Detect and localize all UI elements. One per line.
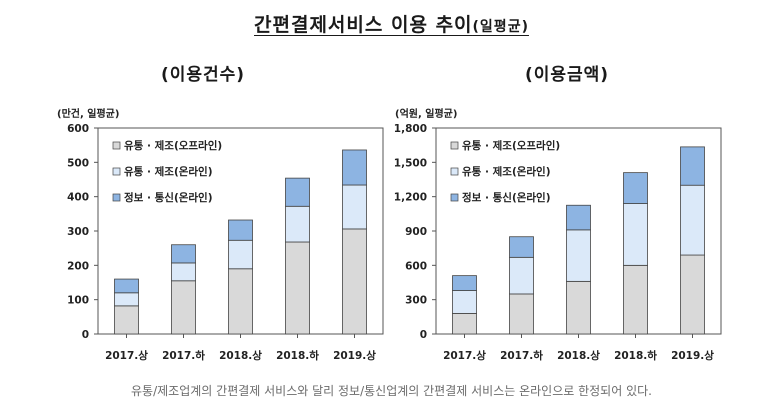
bar-segment (623, 172, 648, 204)
bar-segment (509, 293, 534, 335)
title-main: 간편결제서비스 이용 추이 (254, 14, 473, 36)
bar-segment (342, 184, 367, 230)
bar-segment (171, 244, 196, 264)
y-tick-label: 300 (67, 226, 89, 238)
legend-swatch (112, 141, 121, 150)
bar-segment (114, 305, 139, 335)
x-tick-label: 2018.상 (557, 349, 600, 362)
x-tick-label: 2017.상 (105, 349, 148, 362)
y-unit-label: (만건, 일평균) (57, 107, 119, 120)
y-tick-label: 600 (405, 260, 427, 272)
y-tick-label: 200 (67, 260, 89, 272)
y-tick-label: 900 (405, 226, 427, 238)
y-tick-label: 1,200 (394, 192, 427, 204)
bar-segment (114, 292, 139, 307)
y-tick-label: 1,800 (394, 123, 427, 135)
x-tick-label: 2019.상 (671, 349, 714, 362)
bar-segment (228, 268, 253, 335)
bar-segment (171, 280, 196, 335)
legend: 유통 · 제조(오프라인) 유통 · 제조(온라인) 정보 · 통신(온라인) (112, 139, 222, 204)
y-tick-label: 400 (67, 192, 89, 204)
x-tick-label: 2017.하 (162, 349, 205, 362)
chart-1-title: (이용건수) (160, 65, 246, 85)
bar-segment (285, 177, 310, 207)
legend: 유통 · 제조(오프라인) 유통 · 제조(온라인) 정보 · 통신(온라인) (450, 139, 560, 204)
bar-segment (452, 275, 477, 291)
bar-segment (114, 278, 139, 294)
bar-segment (342, 228, 367, 335)
legend-label: 유통 · 제조(온라인) (124, 165, 213, 178)
bar-segment (680, 254, 705, 335)
y-unit-label: (억원, 일평균) (395, 107, 457, 120)
bar-segment (285, 205, 310, 243)
y-tick-label: 500 (67, 157, 89, 169)
bar-segment (452, 290, 477, 314)
legend-swatch (450, 167, 459, 176)
bar-segment (171, 262, 196, 282)
x-tick-label: 2018.상 (219, 349, 262, 362)
y-tick-label: 1,500 (394, 157, 427, 169)
legend-label: 정보 · 통신(온라인) (124, 191, 213, 204)
legend-swatch (450, 193, 459, 202)
bar-segment (342, 149, 367, 186)
x-tick-label: 2017.상 (443, 349, 486, 362)
bar-segment (285, 241, 310, 335)
bar-segment (566, 280, 591, 335)
y-tick-label: 300 (405, 295, 427, 307)
bar-segment (623, 264, 648, 335)
bar-segment (228, 219, 253, 241)
bar-segment (228, 239, 253, 270)
legend-label: 정보 · 통신(온라인) (462, 191, 551, 204)
y-tick-label: 100 (67, 295, 89, 307)
bar-segment (452, 312, 477, 335)
bar-segment (623, 203, 648, 266)
count-chart: (만건, 일평균) 0 100 200 300 400 500 600 2017.상 2017.하… (57, 107, 384, 362)
y-tick-label: 0 (82, 329, 89, 341)
legend-label: 유통 · 제조(온라인) (462, 165, 551, 178)
bar-segment (680, 146, 705, 186)
caption: 유통/제조업계의 간편결제 서비스와 달리 정보/통신업계의 간편결제 서비스는… (131, 384, 652, 398)
bar-segment (566, 204, 591, 231)
x-tick-label: 2019.상 (333, 349, 376, 362)
x-tick-label: 2017.하 (500, 349, 543, 362)
title-suffix: (일평균) (472, 19, 529, 35)
chart-2-title: (이용금액) (524, 65, 610, 85)
y-tick-label: 0 (420, 329, 427, 341)
legend-swatch (450, 141, 459, 150)
bar-segment (509, 236, 534, 258)
legend-label: 유통 · 제조(오프라인) (462, 139, 560, 152)
legend-label: 유통 · 제조(오프라인) (124, 139, 222, 152)
legend-swatch (112, 193, 121, 202)
x-tick-label: 2018.하 (276, 349, 319, 362)
x-tick-label: 2018.하 (614, 349, 657, 362)
page-title: 간편결제서비스 이용 추이(일평균) (0, 10, 783, 37)
amount-chart: (억원, 일평균) 0 300 600 900 1,200 1,500 1,800 2017.상… (394, 107, 722, 362)
legend-swatch (112, 167, 121, 176)
bar-segment (680, 184, 705, 256)
y-tick-label: 600 (67, 123, 89, 135)
bar-segment (509, 256, 534, 295)
bar-segment (566, 229, 591, 282)
